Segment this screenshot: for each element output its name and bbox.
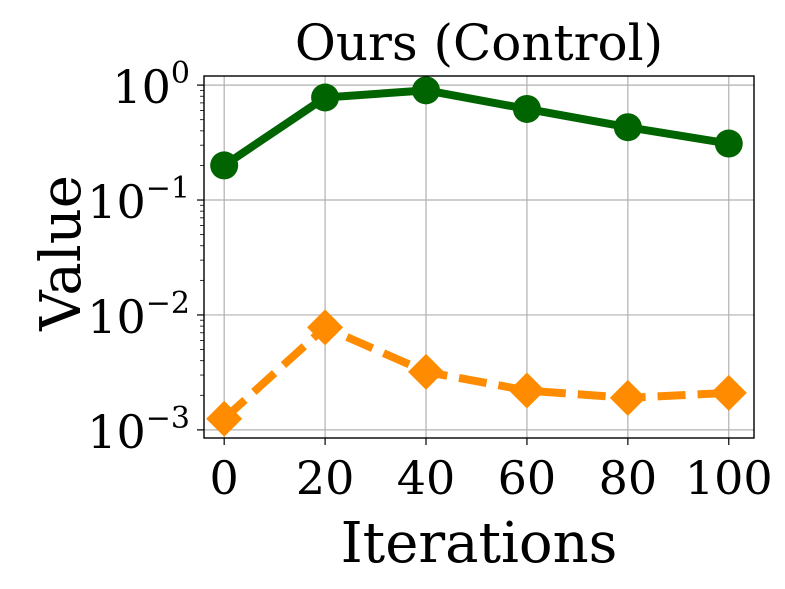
- y-tick-base: 10: [87, 405, 146, 459]
- x-axis-ticks: 0 20 40 60 80 100: [210, 438, 773, 505]
- series-1-line: [221, 86, 730, 169]
- y-tick-base: 10: [112, 60, 171, 114]
- series-1-point: [412, 76, 441, 105]
- x-tick-label: 80: [599, 451, 658, 505]
- y-tick-label: 10−3: [87, 401, 190, 459]
- y-tick-label: 10−2: [87, 286, 190, 344]
- series-2-point: [710, 374, 747, 411]
- series-2-point: [508, 372, 545, 409]
- plot-frame: [203, 75, 755, 439]
- y-tick-label: 100: [112, 56, 190, 114]
- y-tick-base: 10: [87, 175, 146, 229]
- x-tick-label: 60: [498, 451, 557, 505]
- y-tick-exponent: −1: [146, 171, 190, 206]
- series-1-point: [210, 151, 239, 180]
- y-axis-label: Value: [29, 175, 94, 332]
- y-tick-exponent: −3: [146, 401, 190, 436]
- series-1-point: [512, 94, 541, 123]
- series-1-point: [613, 113, 642, 142]
- x-tick-label: 100: [685, 451, 773, 505]
- series-2-point: [408, 353, 445, 390]
- series-2-line: [221, 323, 729, 422]
- x-tick-label: 20: [296, 451, 355, 505]
- series-2-point: [609, 379, 646, 416]
- chart-title: Ours (Control): [295, 14, 663, 72]
- series-2-point: [206, 400, 243, 437]
- series-1-point: [714, 129, 743, 158]
- x-axis-label: Iterations: [341, 511, 618, 576]
- series-2-point: [307, 309, 344, 346]
- y-tick-base: 10: [87, 290, 146, 344]
- series-1-point: [311, 83, 340, 112]
- x-tick-label: 40: [397, 451, 456, 505]
- x-tick-label: 0: [210, 451, 239, 505]
- y-tick-exponent: −2: [146, 286, 190, 321]
- y-tick-exponent: 0: [171, 56, 190, 91]
- series-layer: [206, 76, 747, 437]
- y-tick-label: 10−1: [87, 171, 190, 229]
